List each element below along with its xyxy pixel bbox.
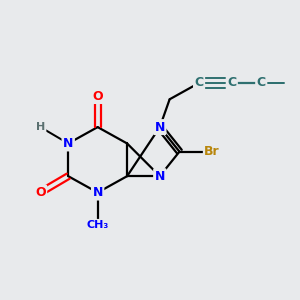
Text: C: C [257,76,266,89]
Text: O: O [92,89,103,103]
Text: N: N [92,186,103,199]
Text: N: N [154,170,165,183]
Text: CH₃: CH₃ [86,220,109,230]
Text: C: C [194,76,204,89]
Text: N: N [154,121,165,134]
Text: C: C [227,76,236,89]
Text: H: H [36,122,45,132]
Text: N: N [63,137,74,150]
Text: Br: Br [204,145,220,158]
Text: O: O [35,186,46,199]
